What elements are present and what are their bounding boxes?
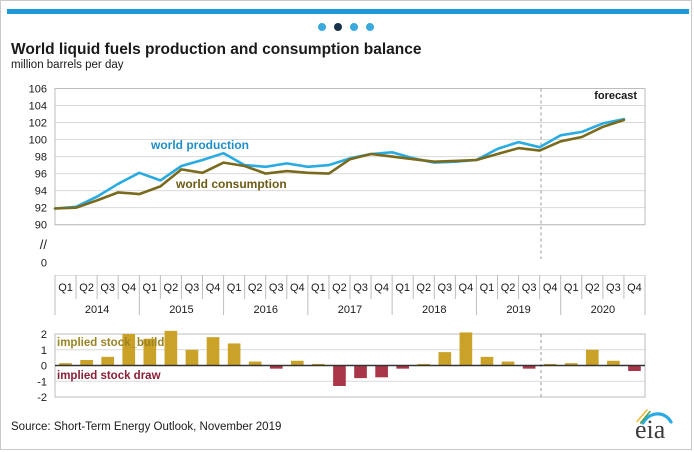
svg-text:Q4: Q4 <box>374 282 389 294</box>
svg-text:0: 0 <box>41 361 47 373</box>
svg-text:1: 1 <box>41 345 47 357</box>
svg-text:Q2: Q2 <box>501 282 516 294</box>
svg-text:2019: 2019 <box>506 304 530 316</box>
svg-text:Q1: Q1 <box>311 282 326 294</box>
svg-text:Q1: Q1 <box>564 282 579 294</box>
svg-text:Q4: Q4 <box>206 282 221 294</box>
svg-text:Q4: Q4 <box>459 282 474 294</box>
svg-text:2014: 2014 <box>85 304 109 316</box>
svg-text:forecast: forecast <box>594 90 637 102</box>
svg-text:Q2: Q2 <box>248 282 263 294</box>
svg-text:Q2: Q2 <box>332 282 347 294</box>
svg-text:Q1: Q1 <box>142 282 157 294</box>
svg-text:2020: 2020 <box>591 304 615 316</box>
svg-text:Q3: Q3 <box>606 282 621 294</box>
svg-text://: // <box>40 237 48 252</box>
svg-text:Q3: Q3 <box>437 282 452 294</box>
svg-text:Q3: Q3 <box>100 282 115 294</box>
svg-text:world production: world production <box>150 138 249 152</box>
svg-text:Q3: Q3 <box>522 282 537 294</box>
svg-text:Q3: Q3 <box>269 282 284 294</box>
svg-text:0: 0 <box>41 258 47 270</box>
svg-text:Q4: Q4 <box>121 282 136 294</box>
svg-text:96: 96 <box>35 169 47 181</box>
svg-text:Q1: Q1 <box>480 282 495 294</box>
svg-text:100: 100 <box>29 135 47 147</box>
svg-text:92: 92 <box>35 203 47 215</box>
svg-text:eia: eia <box>635 415 666 441</box>
svg-text:Q2: Q2 <box>164 282 179 294</box>
svg-text:106: 106 <box>29 84 47 96</box>
svg-text:Q4: Q4 <box>543 282 558 294</box>
svg-text:2015: 2015 <box>169 304 193 316</box>
svg-text:Q1: Q1 <box>395 282 410 294</box>
svg-text:-1: -1 <box>37 376 47 388</box>
svg-text:Q4: Q4 <box>290 282 305 294</box>
svg-text:98: 98 <box>35 152 47 164</box>
svg-text:implied stock_build: implied stock_build <box>57 337 164 349</box>
svg-text:Q2: Q2 <box>416 282 431 294</box>
svg-text:-2: -2 <box>37 392 47 404</box>
svg-text:Q3: Q3 <box>353 282 368 294</box>
svg-text:102: 102 <box>29 118 47 130</box>
svg-text:2016: 2016 <box>253 304 277 316</box>
svg-text:Q4: Q4 <box>627 282 642 294</box>
svg-text:104: 104 <box>29 101 47 113</box>
svg-text:94: 94 <box>35 186 47 198</box>
svg-text:Q2: Q2 <box>585 282 600 294</box>
svg-text:Q1: Q1 <box>227 282 242 294</box>
svg-text:Q2: Q2 <box>79 282 94 294</box>
svg-text:implied stock draw: implied stock draw <box>57 370 161 382</box>
svg-text:2018: 2018 <box>422 304 446 316</box>
svg-text:Q1: Q1 <box>58 282 73 294</box>
svg-text:90: 90 <box>35 220 47 232</box>
svg-text:Q3: Q3 <box>185 282 200 294</box>
svg-text:world consumption: world consumption <box>175 177 287 191</box>
svg-text:2017: 2017 <box>338 304 362 316</box>
svg-text:2: 2 <box>41 329 47 341</box>
